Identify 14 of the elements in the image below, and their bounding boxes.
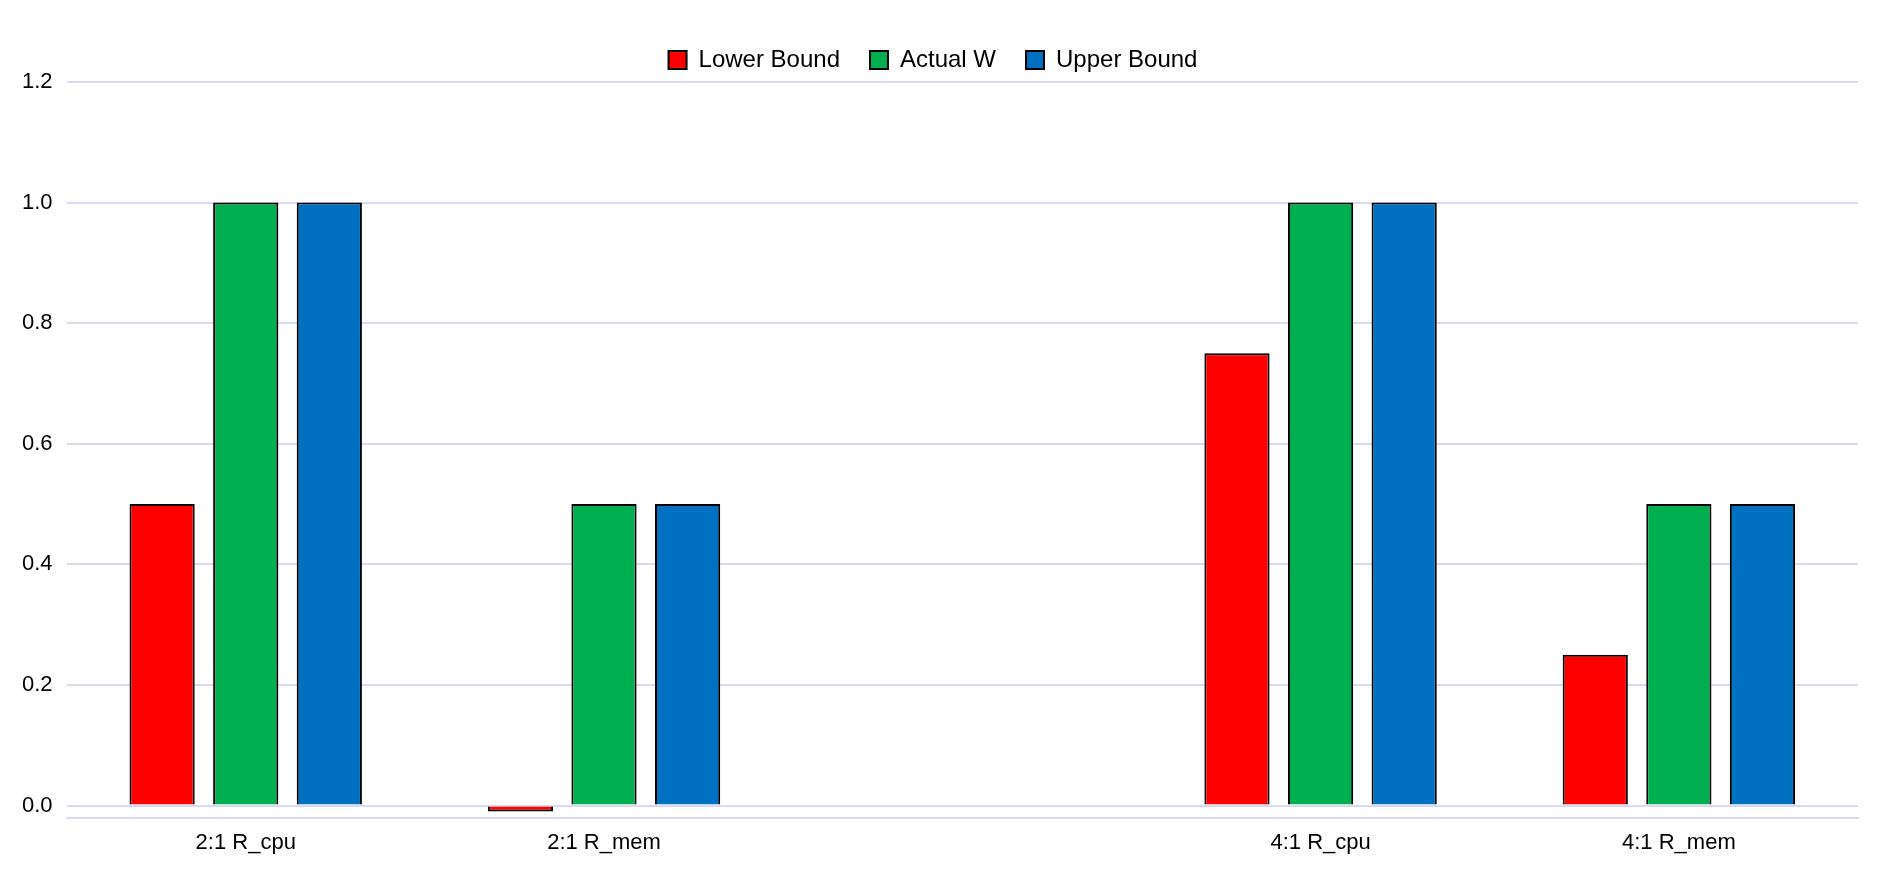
legend-label: Upper Bound [1056,44,1198,72]
legend-label: Lower Bound [698,44,840,72]
y-tick-label: 1.0 [21,188,53,214]
y-tick-label: 0.6 [21,429,53,455]
y-tick-label: 0.0 [21,791,53,817]
legend-label: Actual W [899,44,997,72]
y-tick-label: 1.2 [21,68,53,94]
y-tick-label: 0.2 [21,671,53,697]
x-tick-label: 4:1 R_cpu [1270,828,1371,854]
x-tick-label: 2:1 R_mem [547,828,661,854]
x-tick-label: 4:1 R_mem [1622,828,1736,854]
y-tick-label: 0.8 [21,309,53,335]
y-tick-label: 0.4 [21,550,53,576]
x-tick-label: 2:1 R_cpu [195,828,296,854]
